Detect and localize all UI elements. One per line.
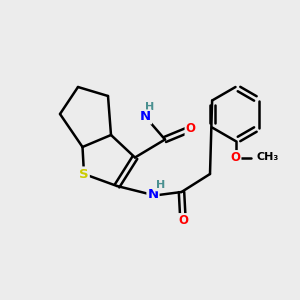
Text: O: O [178, 214, 188, 227]
Text: S: S [79, 167, 89, 181]
Text: H: H [146, 101, 154, 112]
Text: O: O [185, 122, 196, 136]
Text: H: H [156, 180, 165, 190]
Text: N: N [147, 188, 159, 202]
Text: N: N [140, 110, 151, 124]
Text: O: O [230, 151, 241, 164]
Text: CH₃: CH₃ [256, 152, 279, 163]
